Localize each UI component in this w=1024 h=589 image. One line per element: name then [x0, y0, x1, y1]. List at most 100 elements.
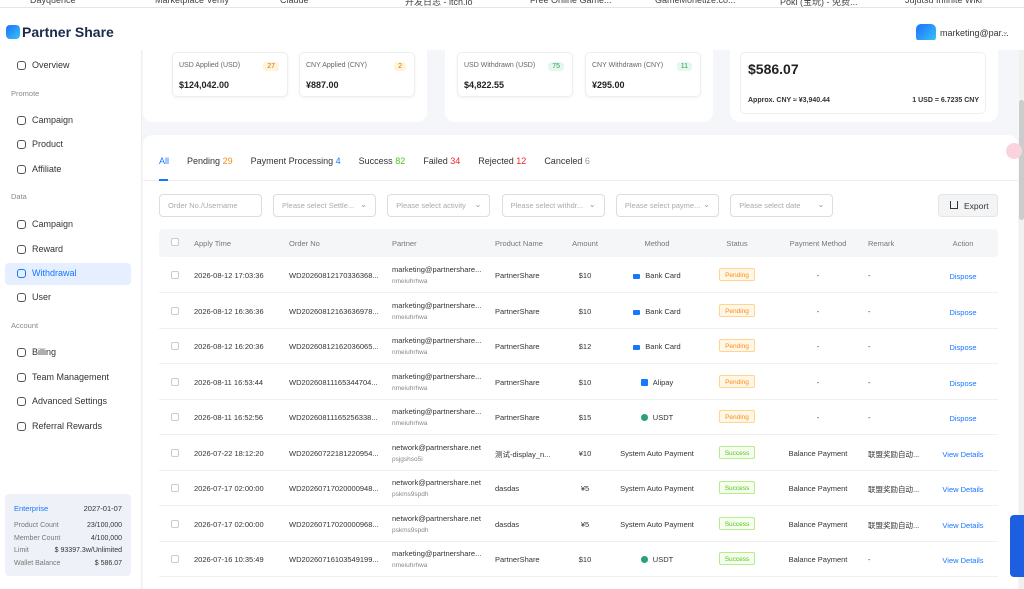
action-link[interactable]: View Details [942, 556, 984, 565]
partner-email: network@partnershare.net [392, 478, 481, 487]
tab[interactable]: Pending 29 [187, 156, 233, 166]
stat-count: 27 [263, 62, 279, 71]
nav-section: Data [11, 192, 27, 201]
nav-item[interactable]: Campaign [32, 219, 74, 229]
bookmark[interactable]: Jujutsu Infinite Wiki [905, 0, 983, 5]
nav-item[interactable]: Affiliate [32, 164, 62, 174]
status-badge: Pending [719, 303, 755, 317]
tab[interactable]: All [159, 156, 169, 166]
user-name[interactable]: marketing@par... [940, 28, 1009, 38]
checkbox[interactable] [171, 448, 179, 457]
checkbox[interactable] [171, 484, 179, 492]
tab-label: Failed [423, 156, 448, 166]
checkbox[interactable] [171, 271, 179, 279]
tab[interactable]: Rejected 12 [478, 156, 526, 166]
select-caret: ⌄ [588, 200, 596, 209]
method: Bank Card [597, 307, 717, 316]
nav-item[interactable]: Advanced Settings [32, 396, 108, 406]
nav-item[interactable]: Team Management [32, 372, 110, 382]
tab[interactable]: Success 82 [359, 156, 406, 166]
expiry: 2027-01-07 [83, 504, 122, 513]
action-link[interactable]: View Details [942, 485, 984, 494]
bookmark[interactable]: Free Online Game... [530, 0, 612, 5]
apply-time: 2026-07-22 18:12:20 [194, 448, 264, 458]
nav-icon [17, 293, 26, 302]
action-link[interactable]: View Details [942, 449, 984, 459]
tab-count: 4 [335, 156, 341, 166]
method: Bank Card [597, 342, 717, 351]
tab[interactable]: Payment Processing 4 [251, 156, 341, 166]
amount: $15 [578, 413, 592, 422]
status-badge: Pending [719, 410, 755, 423]
nav-item[interactable]: User [32, 292, 52, 302]
service-tab[interactable] [1010, 515, 1024, 577]
status-badge: Success [719, 445, 755, 459]
scroll-thumb [1019, 100, 1024, 220]
method-icon [633, 274, 641, 279]
action-link[interactable]: View Details [942, 520, 984, 530]
tab[interactable]: Failed 34 [423, 156, 460, 166]
checkbox[interactable] [171, 555, 179, 563]
nav-icon [17, 220, 26, 229]
nav-item[interactable]: Referral Rewards [32, 421, 103, 431]
order-no: WD20260812170336368... [289, 271, 379, 280]
method: USDT [597, 555, 717, 564]
tab-active-line [159, 179, 168, 181]
tabs: All Pending 29 Payment Processing 4 Success… [159, 156, 590, 166]
amount: $10 [578, 377, 592, 387]
filter-select[interactable]: Please select withdr... ⌄ [501, 194, 605, 217]
bookmark[interactable]: Poki (宝玩) - 免费... [780, 0, 858, 7]
filter-select[interactable]: Please select activity ⌄ [387, 194, 491, 217]
order-no: WD20260722181220954... [289, 448, 379, 458]
column-header: Action [952, 239, 974, 248]
action-link[interactable]: Dispose [949, 272, 977, 281]
amount: $10 [578, 555, 592, 564]
stat-amount: ¥887.00 [306, 80, 339, 90]
action-link[interactable]: Dispose [949, 343, 977, 352]
nav-icon [17, 61, 26, 70]
action-link[interactable]: Dispose [949, 378, 977, 388]
order-no: WD20260812162036065... [289, 342, 379, 351]
method-icon [633, 309, 641, 315]
nav-item[interactable]: Overview [32, 60, 70, 70]
select-caret: ⌄ [703, 200, 710, 209]
bookmark[interactable]: Dayquence [30, 0, 76, 5]
nav-item[interactable]: Product [32, 139, 64, 149]
tab-label: Success [358, 156, 393, 166]
checkbox[interactable] [171, 238, 179, 246]
method: System Auto Payment [620, 484, 694, 493]
wallet-rate: 1 USD = 6.7235 CNY [912, 97, 979, 104]
checkbox[interactable] [171, 377, 179, 386]
account-value: 4/100,000 [90, 534, 122, 542]
checkbox[interactable] [171, 342, 179, 350]
float-icon[interactable] [1006, 143, 1022, 159]
stat-amount: ¥295.00 [592, 80, 625, 90]
apply-time: 2026-08-12 17:03:36 [194, 271, 264, 280]
bookmark[interactable]: Marketplace Verify [155, 0, 230, 5]
bookmark[interactable]: GameMonetize.co... [655, 0, 736, 5]
checkbox[interactable] [171, 306, 179, 315]
tab[interactable]: Canceled 6 [544, 156, 590, 166]
partner-email: marketing@partnershare... [392, 549, 482, 558]
checkbox[interactable] [171, 519, 179, 528]
action-link[interactable]: Dispose [949, 307, 977, 317]
export-button[interactable]: Export [938, 194, 998, 217]
search-input[interactable]: Order No./Username [159, 194, 262, 217]
partner-email: marketing@partnershare... [392, 407, 482, 416]
checkbox[interactable] [171, 413, 179, 421]
nav-item[interactable]: Withdrawal [32, 268, 77, 278]
filter-select[interactable]: Please select payme... ⌄ [615, 194, 719, 217]
bookmark[interactable]: 开发日志 - itch.io [405, 0, 473, 7]
user-caret: ⌄ [1002, 27, 1009, 36]
payment-method: - [816, 377, 820, 387]
nav-item[interactable]: Billing [32, 347, 57, 357]
filter-select[interactable]: Please select Settle... ⌄ [273, 194, 376, 217]
bookmark[interactable]: Claude [280, 0, 309, 5]
filter-select[interactable]: Please select date ⌄ [730, 194, 834, 217]
nav-item[interactable]: Reward [32, 244, 64, 254]
nav-item[interactable]: Campaign [32, 115, 74, 125]
nav-icon [17, 165, 26, 174]
action-link[interactable]: Dispose [949, 414, 977, 423]
tab-label: Payment Processing [250, 156, 334, 166]
